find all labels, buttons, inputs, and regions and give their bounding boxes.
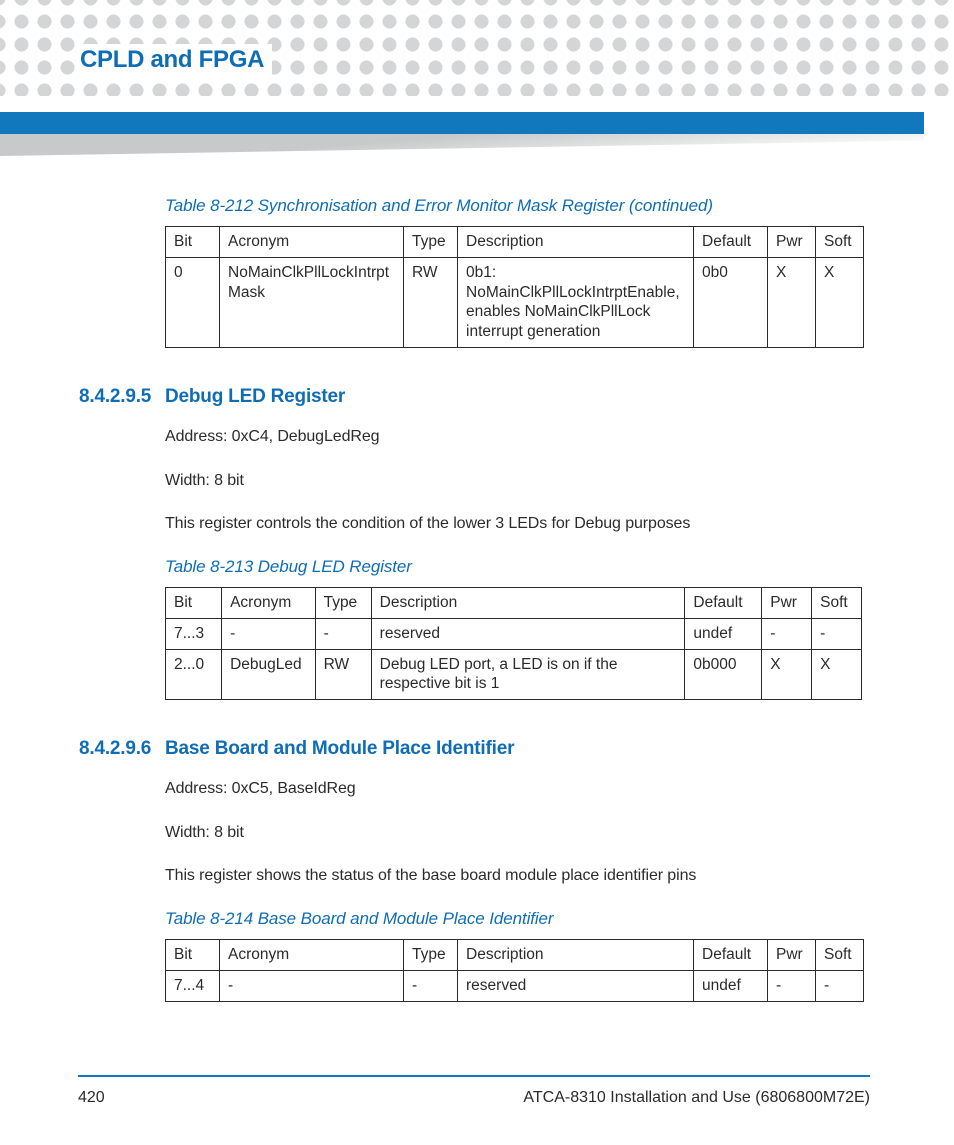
cell-pwr: X: [768, 257, 816, 347]
section-title: Base Board and Module Place Identifier: [165, 738, 514, 760]
table-caption-8-213: Table 8-213 Debug LED Register: [165, 557, 862, 577]
section-number: 8.4.2.9.6: [79, 738, 165, 760]
cell-default: undef: [685, 618, 762, 649]
cell-acronym: NoMainClkPllLockIntrptMask: [220, 257, 404, 347]
cell-description: reserved: [371, 618, 685, 649]
table-8-213: Bit Acronym Type Description Default Pwr…: [165, 587, 862, 700]
table-row: 0 NoMainClkPllLockIntrptMask RW 0b1: NoM…: [166, 257, 864, 347]
header-gray-wedge: [0, 134, 924, 156]
col-bit: Bit: [166, 940, 220, 971]
width-line: Width: 8 bit: [165, 470, 862, 492]
footer-rule: [78, 1075, 870, 1077]
table-8-212: Bit Acronym Type Description Default Pwr…: [165, 226, 864, 348]
address-line: Address: 0xC5, BaseIdReg: [165, 778, 862, 800]
col-type: Type: [315, 587, 371, 618]
cell-soft: X: [812, 649, 862, 700]
col-acronym: Acronym: [222, 587, 315, 618]
table-row: 7...3 - - reserved undef - -: [166, 618, 862, 649]
cell-default: undef: [694, 970, 768, 1001]
col-default: Default: [694, 940, 768, 971]
footer: 420 ATCA-8310 Installation and Use (6806…: [78, 1089, 870, 1107]
cell-description: Debug LED port, a LED is on if the respe…: [371, 649, 685, 700]
table-header-row: Bit Acronym Type Description Default Pwr…: [166, 940, 864, 971]
section-heading-8-4-2-9-6: 8.4.2.9.6 Base Board and Module Place Id…: [79, 738, 862, 760]
table-8-214: Bit Acronym Type Description Default Pwr…: [165, 939, 864, 1002]
cell-description: 0b1: NoMainClkPllLockIntrptEnable, enabl…: [458, 257, 694, 347]
section-description: This register shows the status of the ba…: [165, 865, 862, 887]
col-default: Default: [694, 227, 768, 258]
cell-pwr: X: [762, 649, 812, 700]
cell-soft: -: [816, 970, 864, 1001]
col-type: Type: [404, 940, 458, 971]
cell-bit: 7...4: [166, 970, 220, 1001]
table-header-row: Bit Acronym Type Description Default Pwr…: [166, 587, 862, 618]
cell-pwr: -: [762, 618, 812, 649]
table-caption-8-212: Table 8-212 Synchronisation and Error Mo…: [165, 196, 862, 216]
col-description: Description: [458, 940, 694, 971]
page: CPLD and FPGA Table 8-212 Synchronisatio…: [0, 0, 954, 1145]
page-number: 420: [78, 1089, 105, 1107]
cell-bit: 2...0: [166, 649, 222, 700]
cell-acronym: -: [222, 618, 315, 649]
col-acronym: Acronym: [220, 940, 404, 971]
col-pwr: Pwr: [762, 587, 812, 618]
cell-bit: 0: [166, 257, 220, 347]
cell-type: RW: [404, 257, 458, 347]
cell-soft: -: [812, 618, 862, 649]
table-header-row: Bit Acronym Type Description Default Pwr…: [166, 227, 864, 258]
col-type: Type: [404, 227, 458, 258]
col-description: Description: [458, 227, 694, 258]
cell-acronym: -: [220, 970, 404, 1001]
section-title: Debug LED Register: [165, 386, 345, 408]
section-heading-8-4-2-9-5: 8.4.2.9.5 Debug LED Register: [79, 386, 862, 408]
col-description: Description: [371, 587, 685, 618]
col-pwr: Pwr: [768, 940, 816, 971]
col-soft: Soft: [812, 587, 862, 618]
width-line: Width: 8 bit: [165, 822, 862, 844]
cell-pwr: -: [768, 970, 816, 1001]
col-bit: Bit: [166, 587, 222, 618]
section-description: This register controls the condition of …: [165, 513, 862, 535]
cell-default: 0b000: [685, 649, 762, 700]
col-soft: Soft: [816, 227, 864, 258]
cell-type: -: [404, 970, 458, 1001]
chapter-title: CPLD and FPGA: [78, 44, 272, 76]
header-blue-bar: [0, 112, 924, 134]
cell-default: 0b0: [694, 257, 768, 347]
col-pwr: Pwr: [768, 227, 816, 258]
col-soft: Soft: [816, 940, 864, 971]
table-caption-8-214: Table 8-214 Base Board and Module Place …: [165, 909, 862, 929]
cell-type: RW: [315, 649, 371, 700]
table-row: 2...0 DebugLed RW Debug LED port, a LED …: [166, 649, 862, 700]
cell-type: -: [315, 618, 371, 649]
cell-description: reserved: [458, 970, 694, 1001]
col-bit: Bit: [166, 227, 220, 258]
cell-acronym: DebugLed: [222, 649, 315, 700]
content-column: Table 8-212 Synchronisation and Error Mo…: [165, 188, 862, 1002]
section-number: 8.4.2.9.5: [79, 386, 165, 408]
cell-soft: X: [816, 257, 864, 347]
address-line: Address: 0xC4, DebugLedReg: [165, 426, 862, 448]
cell-bit: 7...3: [166, 618, 222, 649]
col-acronym: Acronym: [220, 227, 404, 258]
col-default: Default: [685, 587, 762, 618]
doc-title: ATCA-8310 Installation and Use (6806800M…: [523, 1089, 870, 1107]
table-row: 7...4 - - reserved undef - -: [166, 970, 864, 1001]
